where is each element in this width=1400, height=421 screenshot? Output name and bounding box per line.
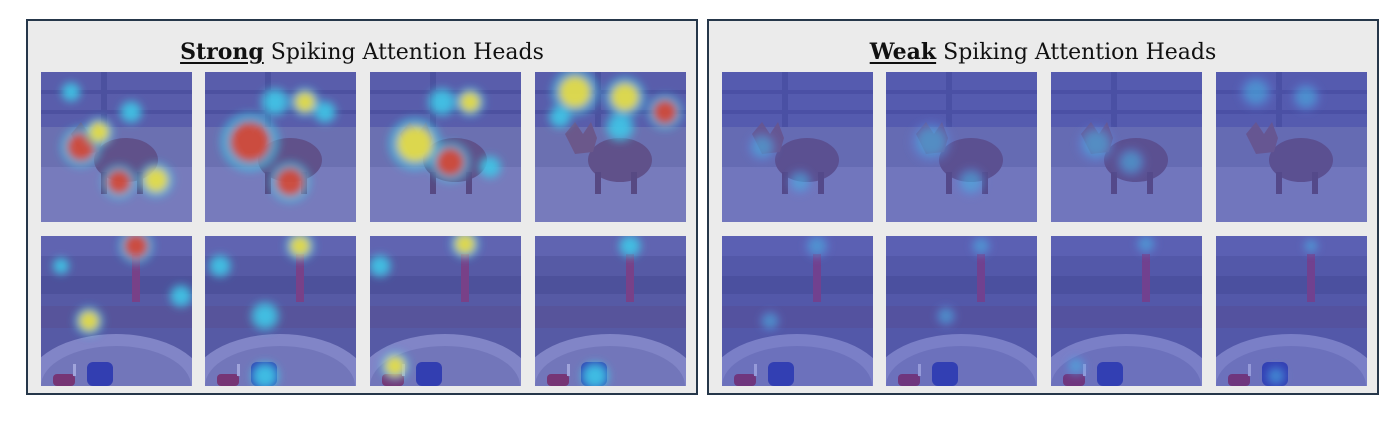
- attention-map-weak-row2-head2: [886, 236, 1037, 386]
- attention-map-strong-row1-head4: [535, 72, 686, 222]
- strong-heads-panel: Strong Spiking Attention Heads: [26, 19, 698, 395]
- attention-map-strong-row1-head1: [41, 72, 192, 222]
- attention-map-weak-row1-head3: [1051, 72, 1202, 222]
- attention-map-weak-row2-head4: [1216, 236, 1367, 386]
- attention-map-strong-row1-head3: [370, 72, 521, 222]
- weak-heads-panel: Weak Spiking Attention Heads: [707, 19, 1379, 395]
- attention-map-strong-row2-head4: [535, 236, 686, 386]
- title-rest-strong: Spiking Attention Heads: [263, 40, 544, 65]
- attention-map-strong-row1-head2: [205, 72, 356, 222]
- attention-map-weak-row1-head4: [1216, 72, 1367, 222]
- panel-title-weak: Weak Spiking Attention Heads: [709, 39, 1377, 65]
- attention-map-weak-row1-head1: [722, 72, 873, 222]
- attention-map-weak-row2-head3: [1051, 236, 1202, 386]
- attention-map-weak-row1-head2: [886, 72, 1037, 222]
- thumbnail-grid-weak: [722, 72, 1369, 386]
- thumbnail-grid-strong: [41, 72, 688, 386]
- title-emphasis-weak: Weak: [869, 39, 937, 65]
- panel-title-strong: Strong Spiking Attention Heads: [28, 39, 696, 65]
- attention-map-strong-row2-head3: [370, 236, 521, 386]
- attention-map-weak-row2-head1: [722, 236, 873, 386]
- attention-map-strong-row2-head1: [41, 236, 192, 386]
- title-emphasis-strong: Strong: [180, 39, 264, 65]
- title-rest-weak: Spiking Attention Heads: [936, 40, 1217, 65]
- attention-map-strong-row2-head2: [205, 236, 356, 386]
